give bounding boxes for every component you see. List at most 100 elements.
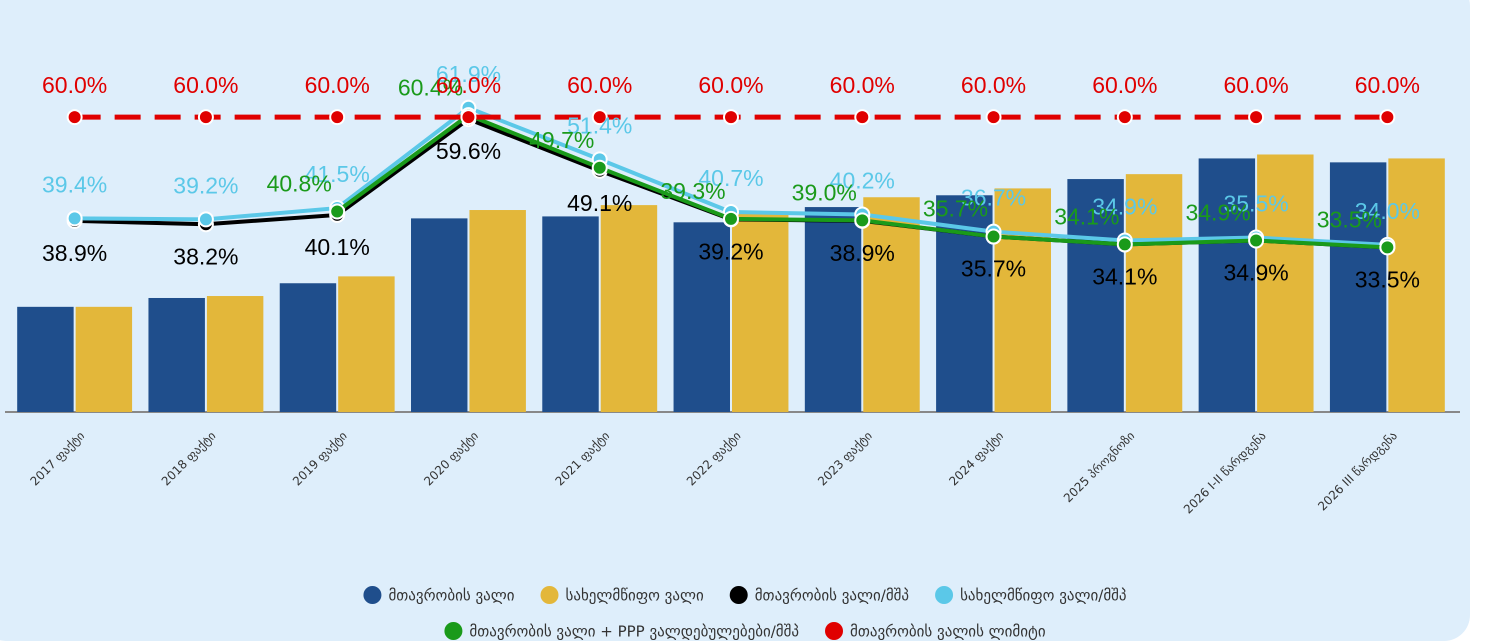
data-label: 34.1%: [1054, 204, 1119, 230]
data-label: 60.0%: [961, 72, 1026, 98]
data-label: 35.5%: [1223, 191, 1288, 217]
point: [1116, 109, 1133, 126]
data-label: 40.1%: [305, 234, 370, 260]
data-label: 39.2%: [173, 172, 238, 198]
data-label: 59.6%: [436, 138, 501, 164]
bar: [673, 222, 730, 412]
data-label: 49.7%: [529, 127, 594, 153]
data-label: 49.1%: [567, 190, 632, 216]
bar: [600, 205, 658, 412]
data-label: 34.9%: [1185, 200, 1250, 226]
bar: [469, 210, 526, 412]
data-label: 39.3%: [660, 178, 725, 204]
legend-item: სახელმწიფო ვალი/მშპ: [935, 586, 1127, 605]
data-label: 34.9%: [1223, 260, 1288, 286]
point: [723, 109, 739, 126]
point: [985, 109, 1002, 126]
bar: [17, 306, 74, 412]
point: [66, 109, 83, 126]
point: [591, 159, 608, 176]
legend-label: მთავრობის ვალის ლიმიტი: [850, 623, 1046, 641]
bar: [75, 306, 133, 412]
legend-marker: [729, 586, 748, 604]
data-label: 33.5%: [1317, 206, 1382, 232]
bar: [863, 197, 920, 412]
point: [854, 212, 871, 229]
data-label: 39.2%: [698, 238, 763, 264]
bar: [338, 276, 395, 412]
point: [985, 228, 1002, 245]
data-label: 60.0%: [1355, 72, 1420, 98]
data-label: 60.0%: [1223, 72, 1288, 98]
data-label: 36.7%: [961, 185, 1026, 211]
bar: [206, 296, 264, 412]
legend-label: მთავრობის ვალი/მშპ: [755, 587, 909, 605]
data-label: 34.1%: [1092, 264, 1157, 290]
data-label: 60.0%: [830, 72, 895, 98]
data-label: 35.7%: [961, 256, 1026, 282]
legend-item: სახელმწიფო ვალი: [540, 586, 704, 605]
legend-marker: [363, 586, 382, 604]
data-label: 41.5%: [305, 161, 370, 187]
point: [854, 109, 871, 126]
point: [723, 210, 739, 227]
point: [591, 109, 608, 126]
data-label: 60.0%: [1092, 72, 1157, 98]
point: [329, 109, 346, 126]
bar: [542, 216, 599, 412]
bar: [804, 207, 862, 412]
bar: [1125, 174, 1183, 412]
data-label: 38.9%: [830, 240, 895, 266]
bars: [17, 154, 1445, 412]
data-label: 34.9%: [1092, 194, 1157, 220]
legend-item: მთავრობის ვალი: [363, 586, 515, 605]
lines: [66, 99, 1396, 256]
bar: [1388, 158, 1445, 412]
legend-label: მთავრობის ვალი + PPP ვალდებულებები/მშპ: [469, 623, 799, 641]
bar: [279, 283, 337, 412]
data-label: 60.0%: [305, 72, 370, 98]
bar: [411, 218, 468, 412]
bar: [1067, 179, 1124, 412]
data-label: 40.7%: [698, 165, 763, 191]
bar: [1257, 154, 1314, 412]
labels: 38.9% 38.2% 40.1% 59.6% 49.1% 39.2% 38.9% 35.7%…: [42, 61, 1420, 293]
data-label: 34.0%: [1355, 198, 1420, 224]
point: [1379, 109, 1396, 126]
data-label: 60.0%: [436, 72, 501, 98]
data-label: 60.0%: [698, 72, 763, 98]
bar: [1329, 162, 1387, 412]
data-label: 60.0%: [173, 72, 238, 98]
point: [329, 203, 346, 220]
data-label: 51.4%: [567, 112, 632, 138]
point: [197, 109, 214, 126]
point: [460, 109, 477, 126]
data-label: 61.9%: [436, 61, 501, 87]
point: [1116, 236, 1133, 253]
legend-item: მთავრობის ვალი + PPP ვალდებულებები/მშპ: [444, 622, 799, 641]
legend-marker: [444, 622, 463, 640]
data-label: 33.5%: [1355, 266, 1420, 292]
point: [197, 211, 214, 228]
data-label: 39.0%: [792, 179, 857, 205]
data-label: 40.8%: [267, 171, 332, 197]
bar: [732, 213, 789, 412]
data-label: 60.0%: [42, 72, 107, 98]
bar: [994, 188, 1051, 412]
point: [1379, 239, 1396, 256]
data-label: 39.4%: [42, 171, 107, 197]
legend-label: სახელმწიფო ვალი: [566, 587, 704, 605]
legend-marker: [825, 622, 844, 640]
data-label: 38.2%: [173, 243, 238, 269]
data-label: 35.7%: [923, 196, 988, 222]
legend-item: მთავრობის ვალის ლიმიტი: [825, 622, 1046, 641]
legend-marker: [540, 586, 559, 604]
legend-item: მთავრობის ვალი/მშპ: [729, 586, 909, 605]
data-label: 60.4%: [398, 74, 463, 100]
point: [1248, 109, 1265, 126]
legend-marker: [935, 586, 954, 604]
data-label: 40.2%: [830, 168, 895, 194]
bar: [1198, 158, 1256, 412]
point: [1248, 232, 1265, 249]
